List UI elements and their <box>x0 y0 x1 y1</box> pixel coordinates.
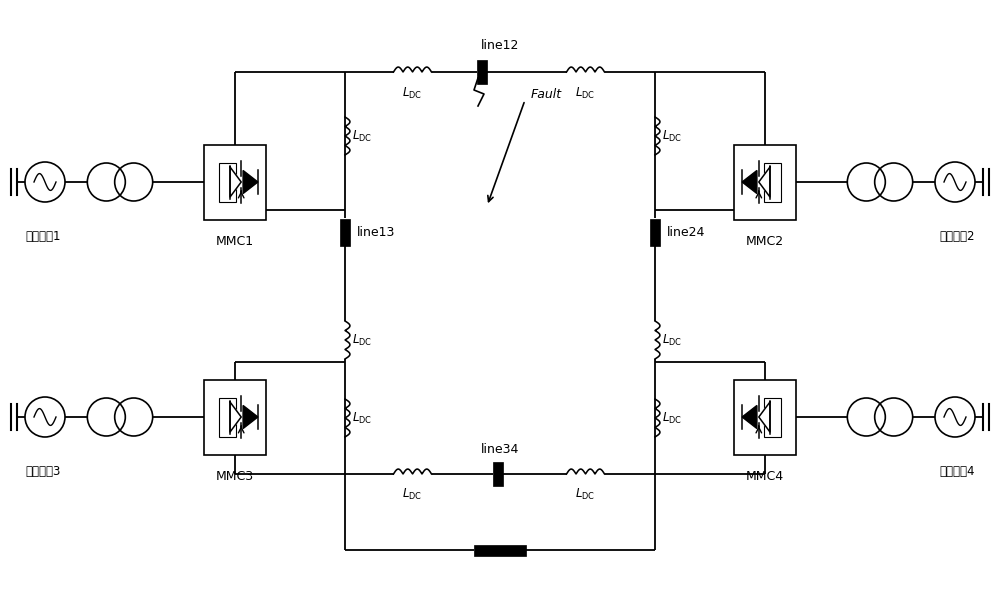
Text: $L_{\mathrm{DC}}$: $L_{\mathrm{DC}}$ <box>352 410 372 426</box>
Text: $L_{\mathrm{DC}}$: $L_{\mathrm{DC}}$ <box>662 410 682 426</box>
Polygon shape <box>759 402 770 432</box>
Text: line24: line24 <box>667 226 705 239</box>
Text: MMC3: MMC3 <box>216 469 254 482</box>
Text: MMC1: MMC1 <box>216 234 254 247</box>
Text: 交流电网4: 交流电网4 <box>939 465 975 478</box>
Text: line13: line13 <box>357 226 395 239</box>
Bar <box>340 218 350 246</box>
Text: $L_{\mathrm{DC}}$: $L_{\mathrm{DC}}$ <box>575 86 596 101</box>
Polygon shape <box>243 406 258 429</box>
FancyBboxPatch shape <box>764 397 781 436</box>
Bar <box>474 545 526 555</box>
Text: MMC2: MMC2 <box>746 234 784 247</box>
Text: line34: line34 <box>481 443 519 456</box>
Polygon shape <box>742 170 757 194</box>
FancyBboxPatch shape <box>764 162 781 201</box>
Polygon shape <box>759 167 770 197</box>
Text: Fault: Fault <box>531 88 562 101</box>
Bar <box>477 60 487 84</box>
Text: 交流电网3: 交流电网3 <box>25 465 61 478</box>
Text: 交流电网1: 交流电网1 <box>25 230 61 243</box>
Polygon shape <box>243 170 258 194</box>
Bar <box>650 218 660 246</box>
FancyBboxPatch shape <box>204 379 266 455</box>
FancyBboxPatch shape <box>734 144 796 220</box>
Text: line12: line12 <box>481 39 519 52</box>
Text: MMC4: MMC4 <box>746 469 784 482</box>
Polygon shape <box>742 406 757 429</box>
Text: $L_{\mathrm{DC}}$: $L_{\mathrm{DC}}$ <box>352 128 372 143</box>
Polygon shape <box>230 167 241 197</box>
Polygon shape <box>230 402 241 432</box>
FancyBboxPatch shape <box>219 162 236 201</box>
FancyBboxPatch shape <box>204 144 266 220</box>
Text: $L_{\mathrm{DC}}$: $L_{\mathrm{DC}}$ <box>662 128 682 143</box>
FancyBboxPatch shape <box>219 397 236 436</box>
Text: 交流电网2: 交流电网2 <box>939 230 975 243</box>
Text: $L_{\mathrm{DC}}$: $L_{\mathrm{DC}}$ <box>662 333 682 348</box>
Text: $L_{\mathrm{DC}}$: $L_{\mathrm{DC}}$ <box>575 487 596 502</box>
Text: $L_{\mathrm{DC}}$: $L_{\mathrm{DC}}$ <box>402 86 423 101</box>
Text: $L_{\mathrm{DC}}$: $L_{\mathrm{DC}}$ <box>352 333 372 348</box>
Text: $L_{\mathrm{DC}}$: $L_{\mathrm{DC}}$ <box>402 487 423 502</box>
Bar <box>493 462 503 486</box>
FancyBboxPatch shape <box>734 379 796 455</box>
